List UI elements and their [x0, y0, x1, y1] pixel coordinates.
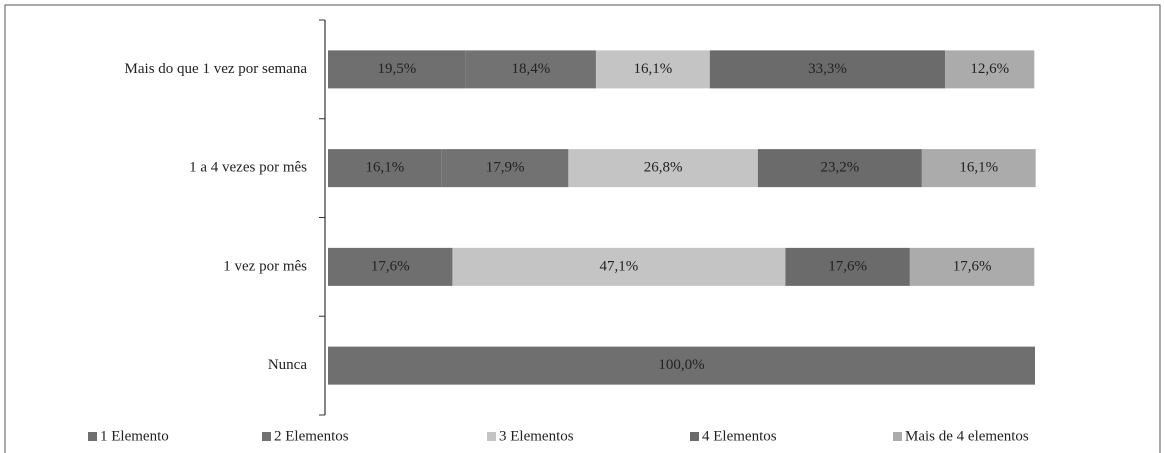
- legend-label: 3 Elementos: [499, 428, 574, 444]
- legend-label: Mais de 4 elementos: [905, 428, 1029, 444]
- legend-label: 1 Elemento: [100, 428, 169, 444]
- bar-segment: [921, 149, 1036, 188]
- data-label: 16,1%: [366, 160, 405, 176]
- data-label: 33,3%: [808, 61, 847, 77]
- legend-label: 4 Elementos: [702, 428, 777, 444]
- bar-segment: [709, 50, 946, 89]
- bar-segment: [945, 50, 1035, 89]
- legend-swatch: [487, 432, 496, 441]
- bar-segment: [452, 247, 786, 286]
- category-label: 1 vez por mês: [223, 258, 307, 274]
- bar-segment: [328, 346, 1035, 385]
- bar-segment: [568, 149, 758, 188]
- legend-swatch: [88, 432, 97, 441]
- legend-label: 2 Elementos: [274, 428, 349, 444]
- bar-segment: [441, 149, 569, 188]
- legend-swatch: [262, 432, 271, 441]
- data-label: 17,6%: [953, 258, 992, 274]
- data-label: 16,1%: [633, 61, 672, 77]
- legend-swatch: [893, 432, 902, 441]
- data-label: 100,0%: [658, 357, 704, 373]
- bar-segment: [328, 50, 466, 89]
- data-label: 17,6%: [828, 258, 867, 274]
- bar-segment: [328, 247, 453, 286]
- bar-segment: [328, 149, 442, 188]
- data-label: 18,4%: [512, 61, 551, 77]
- category-label: 1 a 4 vezes por mês: [189, 160, 307, 176]
- data-label: 19,5%: [378, 61, 417, 77]
- data-label: 26,8%: [644, 160, 683, 176]
- data-label: 17,6%: [371, 258, 410, 274]
- bar-segment: [785, 247, 910, 286]
- bar-segment: [595, 50, 710, 89]
- category-label: Nunca: [268, 357, 307, 373]
- bar-segment: [909, 247, 1035, 286]
- data-label: 12,6%: [970, 61, 1009, 77]
- category-label: Mais do que 1 vez por semana: [125, 61, 308, 77]
- frame: [4, 4, 1161, 453]
- data-label: 17,9%: [486, 160, 525, 176]
- bar-segment: [465, 50, 596, 89]
- bar-segment: [757, 149, 922, 188]
- data-label: 23,2%: [820, 160, 859, 176]
- legend-swatch: [690, 432, 699, 441]
- data-label: 47,1%: [600, 258, 639, 274]
- data-label: 16,1%: [959, 160, 998, 176]
